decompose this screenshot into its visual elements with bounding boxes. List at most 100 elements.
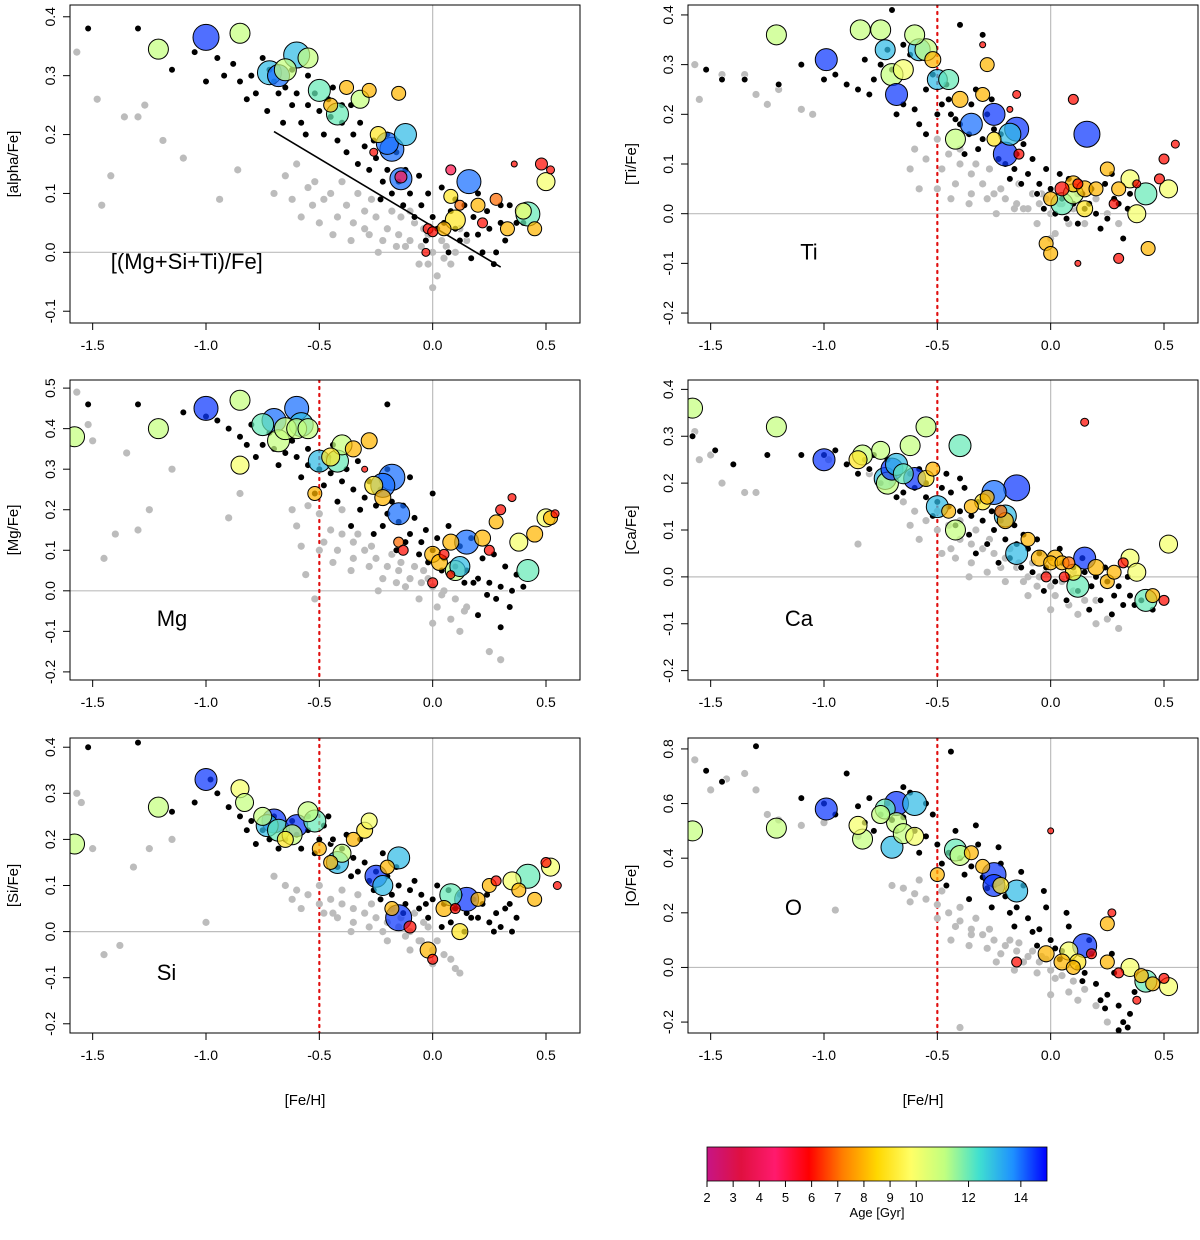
- black-point: [994, 559, 1003, 567]
- black-point: [492, 248, 500, 257]
- black-point: [433, 881, 442, 890]
- black-point: [688, 432, 697, 441]
- black-point: [297, 844, 306, 853]
- black-point: [508, 927, 516, 936]
- black-point: [1006, 909, 1014, 917]
- black-point: [474, 913, 482, 922]
- black-point: [942, 469, 951, 478]
- black-point: [422, 900, 430, 908]
- black-point: [951, 115, 960, 124]
- gray-point: [1019, 205, 1028, 213]
- black-point: [1028, 928, 1037, 936]
- y-tick-label: 0.0: [660, 204, 676, 224]
- y-tick-label: 0.1: [42, 876, 58, 896]
- gray-point: [347, 236, 355, 245]
- black-point: [854, 802, 862, 811]
- age-point: [892, 59, 914, 81]
- gray-point: [451, 248, 459, 256]
- y-axis-title: [Ca/Fe]: [623, 505, 640, 554]
- age-point: [297, 418, 319, 440]
- gray-point: [1047, 582, 1055, 590]
- x-tick-label: 0.5: [536, 694, 556, 710]
- black-point: [797, 794, 806, 802]
- age-point: [929, 867, 945, 883]
- gray-point: [297, 213, 305, 221]
- age-point: [451, 923, 469, 941]
- age-point: [372, 875, 394, 896]
- age-point: [1159, 179, 1179, 199]
- panel-frame: [69, 737, 581, 1034]
- age-point: [276, 830, 294, 848]
- gray-point: [922, 155, 930, 163]
- y-tick-label: 0.3: [42, 66, 58, 86]
- y-tick-label: 0.1: [42, 184, 58, 204]
- x-tick-label: -1.0: [194, 337, 218, 353]
- gray-point: [347, 927, 355, 936]
- black-point: [505, 603, 514, 611]
- gray-point: [938, 165, 946, 173]
- black-point: [718, 777, 726, 786]
- gray-point: [420, 918, 428, 926]
- gray-point: [933, 135, 941, 143]
- black-point: [1042, 903, 1050, 912]
- black-point: [258, 441, 267, 449]
- black-point: [990, 526, 998, 534]
- age-point: [147, 796, 169, 818]
- x-tick-label: 0.5: [1154, 337, 1174, 353]
- age-point: [1058, 571, 1070, 583]
- black-point: [428, 489, 437, 498]
- age-point: [499, 221, 515, 237]
- gray-point: [93, 95, 101, 103]
- age-point: [1145, 588, 1161, 604]
- gray-point: [956, 917, 964, 925]
- gray-point: [410, 909, 419, 917]
- y-tick-label: -0.2: [660, 1010, 676, 1034]
- y-tick-label: 0.3: [660, 55, 676, 75]
- black-point: [702, 766, 710, 775]
- age-point: [454, 199, 466, 211]
- gray-point: [947, 936, 955, 944]
- black-point: [190, 48, 199, 56]
- gray-point: [1081, 220, 1089, 228]
- colorbar-tick-label: 4: [756, 1190, 763, 1205]
- black-point: [1012, 903, 1021, 912]
- y-axis-title: [Ti/Fe]: [623, 143, 640, 185]
- black-point: [474, 230, 482, 239]
- x-tick-label: -0.5: [307, 1047, 331, 1063]
- black-point: [342, 148, 351, 157]
- age-point: [915, 416, 937, 438]
- gray-point: [281, 172, 289, 180]
- y-tick-label: 0.4: [660, 379, 676, 399]
- gray-point: [899, 498, 907, 506]
- age-point: [443, 188, 459, 204]
- black-point: [1101, 1004, 1109, 1013]
- black-point: [1119, 601, 1127, 609]
- black-point: [978, 516, 987, 525]
- age-point: [688, 397, 704, 419]
- gray-point: [293, 522, 301, 530]
- gray-point: [951, 180, 960, 188]
- age-point: [1099, 916, 1115, 932]
- age-point: [902, 791, 928, 817]
- gray-point: [365, 231, 373, 239]
- black-point: [485, 224, 494, 233]
- gray-point: [1074, 610, 1082, 618]
- age-point: [979, 489, 995, 505]
- age-point: [509, 532, 529, 552]
- gray-point: [1047, 991, 1055, 999]
- gray-point: [354, 530, 362, 538]
- black-point: [213, 789, 222, 798]
- gray-point: [179, 154, 187, 162]
- gray-point: [383, 937, 391, 945]
- black-point: [1019, 140, 1028, 148]
- gray-point: [406, 207, 414, 215]
- age-point: [474, 529, 492, 547]
- black-point: [1096, 224, 1105, 233]
- gray-point: [992, 958, 1000, 966]
- black-point: [1024, 914, 1032, 923]
- age-point: [986, 131, 1002, 147]
- black-point: [938, 100, 946, 109]
- gray-point: [438, 236, 446, 245]
- age-point: [421, 247, 431, 257]
- panel-frame: [687, 379, 1199, 681]
